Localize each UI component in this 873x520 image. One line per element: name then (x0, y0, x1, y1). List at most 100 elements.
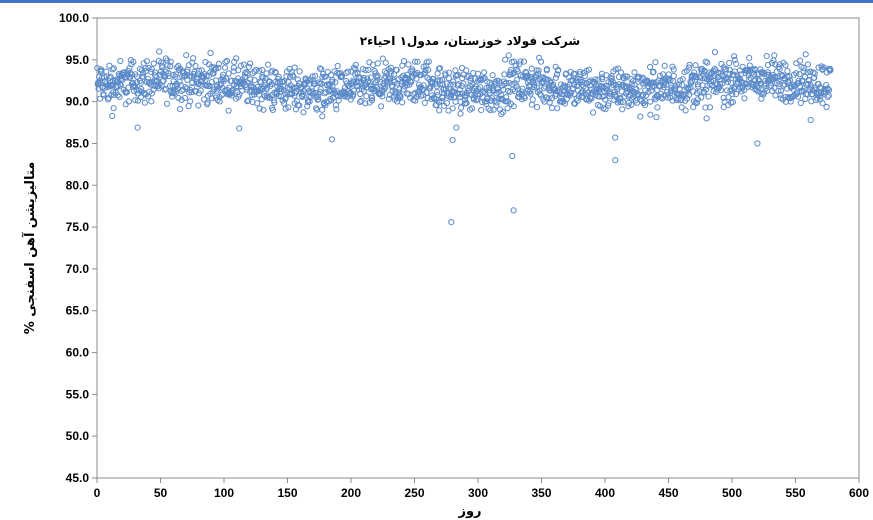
data-point (733, 90, 740, 98)
data-point (823, 103, 830, 111)
data-point (382, 59, 389, 66)
data-point (510, 207, 517, 214)
data-point (647, 63, 654, 71)
data-point (777, 91, 784, 98)
data-point (409, 66, 416, 73)
data-point (296, 102, 303, 109)
data-point (291, 64, 298, 71)
data-point (400, 86, 407, 93)
data-point (609, 78, 616, 85)
data-point (653, 114, 660, 121)
data-point (605, 102, 612, 109)
data-point (438, 76, 446, 83)
data-point (652, 59, 659, 66)
data-point (755, 88, 762, 95)
data-point (581, 72, 589, 80)
data-point (555, 66, 562, 74)
data-point (407, 68, 414, 75)
data-point (377, 78, 384, 86)
data-point (804, 91, 811, 98)
data-point (705, 93, 712, 100)
data-point (733, 60, 740, 68)
data-point (434, 89, 441, 96)
data-point (763, 53, 770, 60)
data-point (731, 56, 738, 63)
data-point (215, 85, 222, 92)
data-point (444, 93, 451, 100)
data-point (344, 68, 352, 75)
data-point (529, 96, 536, 103)
data-point (605, 100, 612, 107)
data-point (412, 58, 419, 65)
data-point (316, 65, 324, 72)
data-point (741, 95, 748, 102)
data-point (692, 62, 699, 69)
data-point (319, 113, 326, 120)
data-point (130, 58, 137, 66)
data-point (240, 61, 247, 68)
data-point (126, 74, 134, 82)
data-point (362, 66, 369, 74)
data-point (222, 59, 229, 66)
data-point (159, 64, 166, 71)
data-point (235, 67, 242, 74)
data-point (245, 97, 252, 104)
data-point (726, 70, 733, 77)
data-point (576, 71, 583, 78)
data-point (322, 102, 329, 109)
data-point (654, 104, 661, 111)
data-point (678, 104, 685, 111)
data-point (731, 53, 738, 60)
data-point (762, 77, 769, 84)
data-point (164, 57, 171, 64)
data-point (106, 62, 113, 69)
data-point (437, 65, 444, 72)
data-point (599, 76, 606, 83)
data-point (324, 68, 331, 76)
data-point (631, 69, 638, 76)
data-point (322, 89, 329, 96)
data-point (710, 88, 717, 95)
data-point (256, 86, 263, 93)
data-point (247, 60, 254, 67)
data-point (693, 99, 700, 107)
data-point (387, 68, 394, 75)
data-point (379, 55, 386, 62)
data-point (387, 70, 394, 77)
data-point (481, 69, 488, 76)
data-point (510, 103, 517, 110)
data-point (256, 67, 263, 75)
data-point (702, 104, 709, 111)
data-point (192, 62, 199, 70)
data-point (775, 64, 782, 71)
data-point (434, 70, 441, 77)
data-point (755, 76, 762, 84)
data-point (393, 67, 400, 74)
data-point (319, 74, 326, 81)
data-point (245, 63, 252, 70)
data-point (125, 98, 132, 105)
data-point (786, 77, 794, 84)
data-point (827, 67, 834, 74)
data-point (184, 76, 191, 84)
data-point (463, 67, 470, 74)
data-point (210, 70, 217, 77)
data-point (385, 95, 392, 103)
y-tick-label: 70.0 (66, 262, 90, 276)
data-point (667, 77, 674, 84)
data-point (109, 112, 116, 120)
data-point (575, 78, 582, 85)
x-tick-label: 600 (849, 486, 869, 500)
data-point (478, 107, 485, 114)
data-point (187, 98, 194, 105)
data-point (625, 103, 632, 110)
data-point (257, 79, 264, 86)
data-point (505, 52, 512, 59)
data-point (148, 98, 155, 105)
data-point (247, 76, 254, 83)
data-point (403, 82, 410, 89)
data-point (800, 64, 807, 72)
data-point (799, 78, 806, 85)
data-point (767, 79, 774, 87)
y-tick-label: 95.0 (66, 53, 90, 67)
